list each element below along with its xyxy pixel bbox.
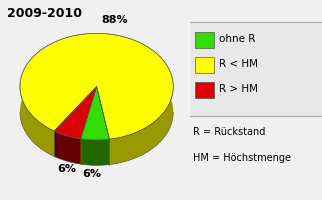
Text: 6%: 6%	[82, 169, 101, 179]
FancyBboxPatch shape	[195, 82, 214, 98]
Text: R > HM: R > HM	[219, 84, 258, 94]
FancyBboxPatch shape	[195, 57, 214, 73]
Polygon shape	[80, 87, 109, 140]
Text: 2009-2010: 2009-2010	[6, 7, 81, 20]
Text: HM = Höchstmenge: HM = Höchstmenge	[193, 153, 291, 163]
Ellipse shape	[20, 59, 173, 165]
Polygon shape	[54, 87, 97, 139]
FancyBboxPatch shape	[195, 32, 214, 48]
Text: ohne R: ohne R	[219, 34, 255, 44]
FancyBboxPatch shape	[187, 22, 322, 116]
Text: R = Rückstand: R = Rückstand	[193, 127, 265, 137]
Polygon shape	[20, 89, 173, 165]
Text: 88%: 88%	[101, 15, 128, 25]
Polygon shape	[80, 139, 109, 165]
Polygon shape	[20, 33, 173, 139]
Text: 6%: 6%	[57, 164, 76, 174]
Polygon shape	[54, 131, 80, 164]
Text: R < HM: R < HM	[219, 59, 258, 69]
